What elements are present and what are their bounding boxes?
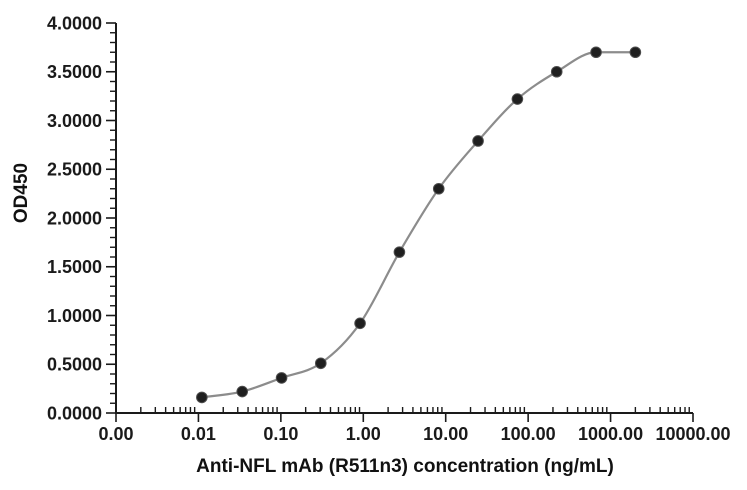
x-axis-title: Anti-NFL mAb (R511n3) concentration (ng/… [196,456,614,477]
x-tick-label: 0.00 [98,424,133,444]
x-tick-label: 1000.00 [578,424,643,444]
y-tick-label: 2.5000 [47,160,102,180]
data-point [196,391,208,404]
data-point [236,385,249,398]
series-curve [200,51,637,399]
y-tick-label: 0.5000 [47,355,102,375]
x-tick-label: 10.00 [423,424,468,444]
x-tick-label: 100.00 [501,424,556,444]
data-point [629,46,642,59]
data-point [354,317,366,330]
data-point [432,182,445,195]
data-point [511,93,524,105]
axis-lines [115,23,693,414]
x-tick-label: 0.10 [263,424,298,444]
y-tick-label: 2.0000 [47,208,102,228]
x-tick-label: 10000.00 [655,424,730,444]
data-point [550,65,563,78]
y-tick-label: 3.5000 [47,62,102,82]
y-tick-label: 1.5000 [47,257,102,277]
y-tick-label: 1.0000 [47,306,102,326]
data-point [314,357,327,370]
data-point [275,372,288,384]
data-point [393,246,406,258]
x-tick-label: 0.01 [181,424,216,444]
data-point [472,135,484,147]
x-tick-label: 1.00 [346,424,381,444]
data-point [590,46,602,59]
y-tick-label: 0.0000 [47,403,102,423]
y-axis-title: OD450 [11,163,32,223]
y-tick-label: 4.0000 [47,13,102,33]
y-tick-label: 3.0000 [47,111,102,131]
